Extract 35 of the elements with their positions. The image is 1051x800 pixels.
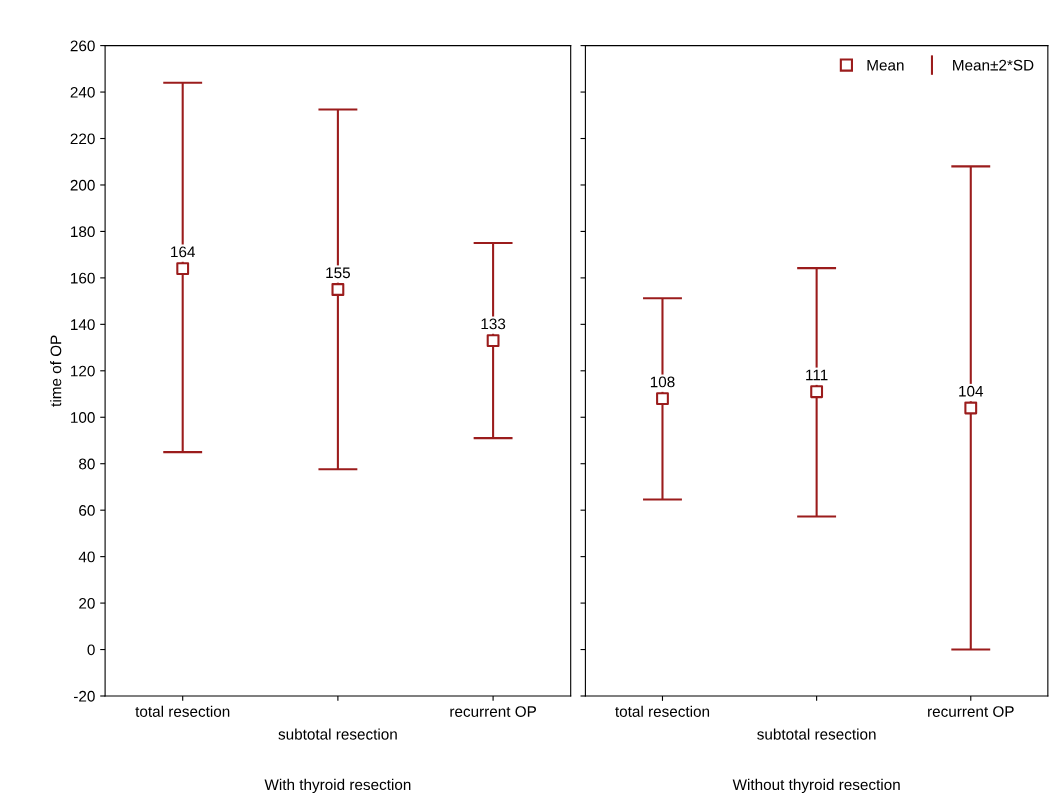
- x-tick-label: recurrent OP: [928, 706, 1014, 717]
- x-tick-label: total resection: [135, 705, 230, 717]
- y-tick-label: 80: [79, 458, 95, 470]
- x-tick-label: recurrent OP: [450, 706, 537, 717]
- y-tick-label: 20: [79, 597, 95, 609]
- y-tick-label: 60: [79, 505, 95, 516]
- y-tick-label: -20: [73, 690, 95, 702]
- y-tick-label: 200: [70, 179, 95, 191]
- point: [176, 262, 190, 276]
- x-axis-title: With thyroid resection: [264, 778, 411, 794]
- y-tick-label: 0: [87, 644, 95, 656]
- x-axis-title: Without thyroid resection: [732, 778, 900, 794]
- annotation: Mean±2*SD: [953, 59, 1034, 71]
- x-tick-label: subtotal resection: [278, 728, 397, 740]
- y-tick-label: 240: [70, 86, 95, 98]
- y-tick-label: 260: [70, 40, 95, 52]
- data-label: 155: [326, 267, 350, 279]
- y-tick-label: 40: [78, 551, 95, 563]
- data-label: 111: [806, 369, 828, 381]
- y-tick-label: 220: [70, 133, 95, 145]
- point: [486, 334, 500, 348]
- y-tick-label: 140: [71, 319, 95, 331]
- x-tick-label: total resection: [615, 705, 710, 717]
- data-label: 164: [171, 246, 195, 258]
- legend-label: Mean: [867, 59, 904, 71]
- y-tick-label: 100: [71, 412, 95, 423]
- data-label: 104: [959, 385, 984, 397]
- y-tick-label: 180: [71, 226, 95, 238]
- y-tick-label: 120: [71, 365, 95, 377]
- y-axis-title: time of OP: [50, 335, 62, 407]
- data-label: 108: [650, 376, 675, 388]
- y-tick-label: 160: [71, 272, 95, 284]
- point: [331, 283, 345, 296]
- x-tick-label: subtotal resection: [757, 728, 876, 740]
- data-label: 133: [481, 318, 506, 330]
